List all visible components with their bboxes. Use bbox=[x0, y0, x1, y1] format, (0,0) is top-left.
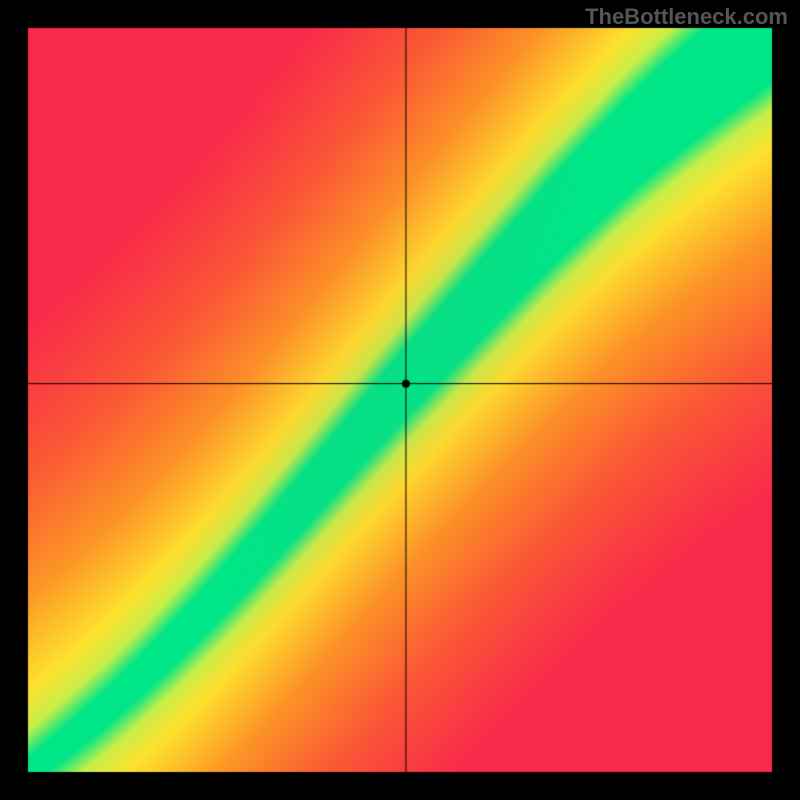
bottleneck-heatmap bbox=[0, 0, 800, 800]
watermark-text: TheBottleneck.com bbox=[585, 4, 788, 30]
chart-container: TheBottleneck.com bbox=[0, 0, 800, 800]
